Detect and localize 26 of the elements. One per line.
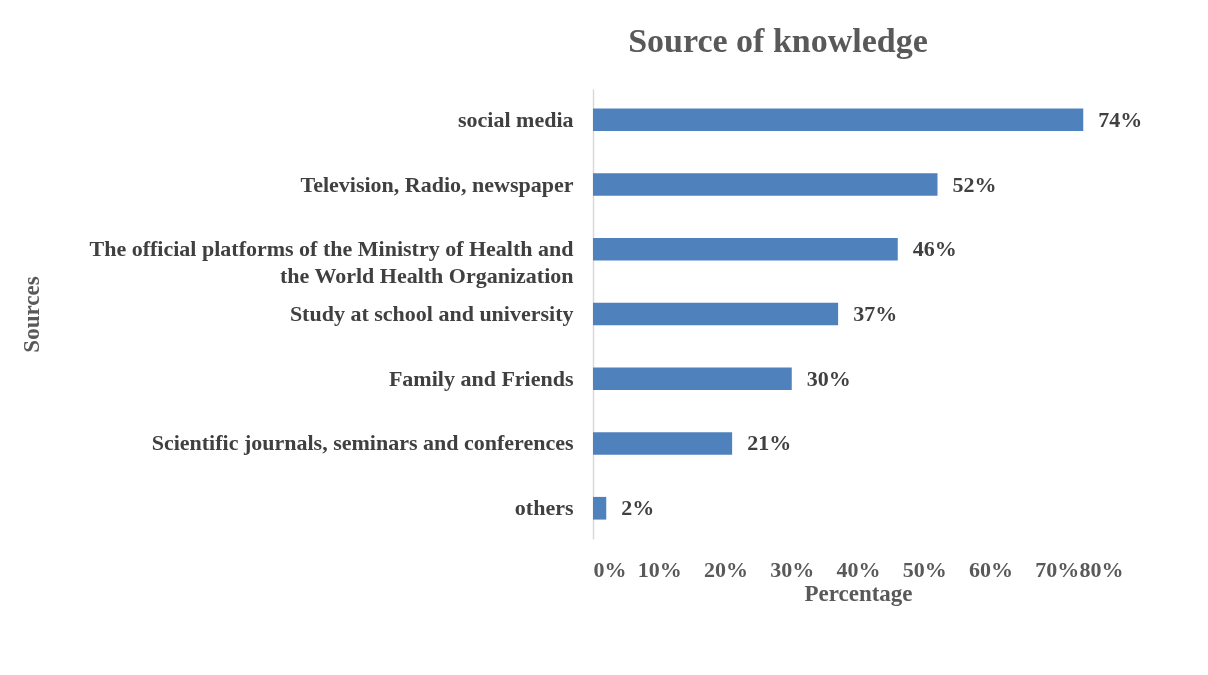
y-tick-label: The official platforms of the Ministry of Health and the World Health Organization: [89, 236, 574, 289]
data-label: 46%: [912, 236, 957, 262]
x-tick-label: 60%: [969, 556, 1013, 582]
data-label: 30%: [806, 365, 851, 391]
x-tick-label: 30%: [770, 556, 815, 582]
y-tick-label: Television, Radio, newspaper: [300, 171, 574, 197]
x-tick-label: 40%: [836, 556, 881, 582]
data-label: 37%: [853, 301, 898, 326]
x-tick-label: 10%: [637, 556, 682, 582]
y-tick-label: others: [514, 495, 574, 521]
y-tick-label: social media: [458, 106, 574, 132]
x-tick-label: 50%: [902, 556, 947, 582]
x-tick-label: 0%: [593, 556, 627, 582]
x-tick-label: 70%: [1035, 556, 1080, 582]
data-label: 74%: [1098, 106, 1143, 132]
data-label: 2%: [621, 495, 655, 521]
y-tick-label: Scientific journals, seminars and conferences: [151, 430, 574, 456]
y-axis-title: Sources: [18, 276, 44, 353]
chart-title: Source of knowledge: [628, 22, 928, 59]
x-tick-label: 20%: [704, 556, 748, 582]
data-label: 21%: [747, 430, 792, 456]
y-tick-label: Study at school and university: [289, 301, 574, 326]
y-tick-label: Family and Friends: [388, 365, 574, 391]
x-axis-title: Percentage: [804, 580, 913, 606]
data-label: 52%: [952, 171, 997, 197]
x-tick-label: 80%: [1079, 556, 1124, 582]
